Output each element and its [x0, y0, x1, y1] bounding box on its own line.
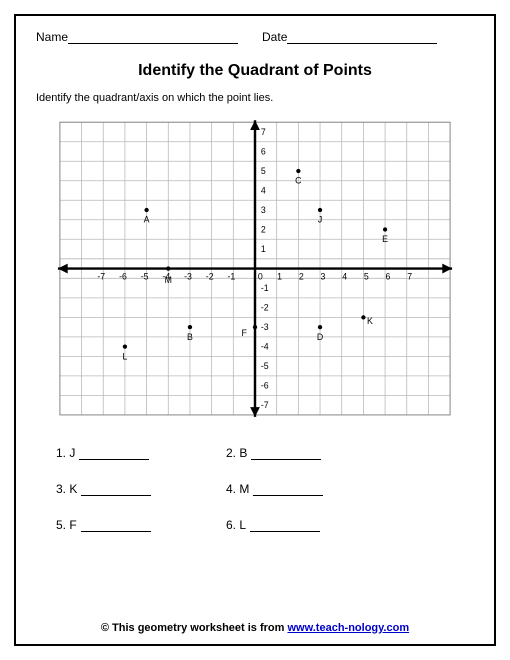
svg-text:7: 7 — [261, 127, 266, 137]
footer-credit: © This geometry worksheet is from www.te… — [16, 622, 494, 634]
svg-text:3: 3 — [321, 271, 326, 281]
svg-text:C: C — [295, 176, 301, 186]
svg-text:6: 6 — [261, 146, 266, 156]
svg-text:E: E — [382, 234, 388, 244]
answer-blank[interactable] — [81, 484, 151, 496]
svg-text:-6: -6 — [119, 271, 127, 281]
svg-text:-6: -6 — [261, 381, 269, 391]
question-item: 4. M — [226, 482, 396, 496]
svg-text:-5: -5 — [261, 361, 269, 371]
svg-text:B: B — [187, 332, 193, 342]
question-item: 2. B — [226, 446, 396, 460]
date-field: Date — [262, 30, 437, 44]
svg-text:0: 0 — [258, 271, 263, 281]
svg-text:D: D — [317, 332, 323, 342]
question-item: 1. J — [56, 446, 226, 460]
question-row: 3. K 4. M — [56, 482, 474, 496]
svg-text:5: 5 — [364, 271, 369, 281]
question-item: 6. L — [226, 518, 396, 532]
answer-blank[interactable] — [253, 484, 323, 496]
svg-text:-3: -3 — [184, 271, 192, 281]
date-label: Date — [262, 30, 287, 44]
svg-text:-1: -1 — [261, 283, 269, 293]
svg-text:7: 7 — [407, 271, 412, 281]
answer-blank[interactable] — [250, 520, 320, 532]
svg-text:2: 2 — [261, 224, 266, 234]
svg-text:6: 6 — [386, 271, 391, 281]
svg-text:1: 1 — [261, 244, 266, 254]
footer-link[interactable]: www.teach-nology.com — [287, 622, 409, 634]
svg-text:-7: -7 — [261, 400, 269, 410]
grid-svg: -7-6-5-4-3-2-1012345677654321-1-2-3-4-5-… — [55, 116, 455, 426]
question-label: 5. F — [56, 518, 77, 532]
question-row: 5. F 6. L — [56, 518, 474, 532]
worksheet-frame: Name Date Identify the Quadrant of Point… — [14, 14, 496, 646]
svg-text:-7: -7 — [97, 271, 105, 281]
question-label: 4. M — [226, 482, 249, 496]
questions-list: 1. J 2. B 3. K 4. M 5. F 6. L — [36, 446, 474, 532]
svg-text:2: 2 — [299, 271, 304, 281]
question-item: 3. K — [56, 482, 226, 496]
question-label: 3. K — [56, 482, 77, 496]
question-label: 2. B — [226, 446, 247, 460]
svg-text:1: 1 — [277, 271, 282, 281]
instructions-text: Identify the quadrant/axis on which the … — [36, 92, 474, 104]
svg-text:-2: -2 — [206, 271, 214, 281]
coordinate-grid: -7-6-5-4-3-2-1012345677654321-1-2-3-4-5-… — [36, 116, 474, 426]
question-item: 5. F — [56, 518, 226, 532]
name-field: Name — [36, 30, 238, 44]
question-row: 1. J 2. B — [56, 446, 474, 460]
svg-text:4: 4 — [261, 185, 266, 195]
svg-text:-3: -3 — [261, 322, 269, 332]
question-label: 6. L — [226, 518, 246, 532]
svg-text:4: 4 — [342, 271, 347, 281]
svg-text:3: 3 — [261, 205, 266, 215]
answer-blank[interactable] — [81, 520, 151, 532]
page-title: Identify the Quadrant of Points — [36, 62, 474, 80]
svg-text:J: J — [318, 215, 322, 225]
question-label: 1. J — [56, 446, 75, 460]
svg-text:-1: -1 — [227, 271, 235, 281]
svg-text:5: 5 — [261, 166, 266, 176]
svg-text:-4: -4 — [261, 342, 269, 352]
answer-blank[interactable] — [251, 448, 321, 460]
name-label: Name — [36, 30, 68, 44]
header-line: Name Date — [36, 30, 474, 44]
name-blank[interactable] — [68, 30, 238, 44]
svg-text:L: L — [122, 351, 127, 361]
svg-text:-2: -2 — [261, 303, 269, 313]
svg-text:K: K — [367, 316, 373, 326]
svg-text:A: A — [144, 215, 150, 225]
svg-text:-5: -5 — [141, 271, 149, 281]
answer-blank[interactable] — [79, 448, 149, 460]
svg-text:M: M — [165, 275, 172, 285]
svg-text:F: F — [241, 328, 246, 338]
footer-prefix: © This geometry worksheet is from — [101, 622, 288, 634]
date-blank[interactable] — [287, 30, 437, 44]
